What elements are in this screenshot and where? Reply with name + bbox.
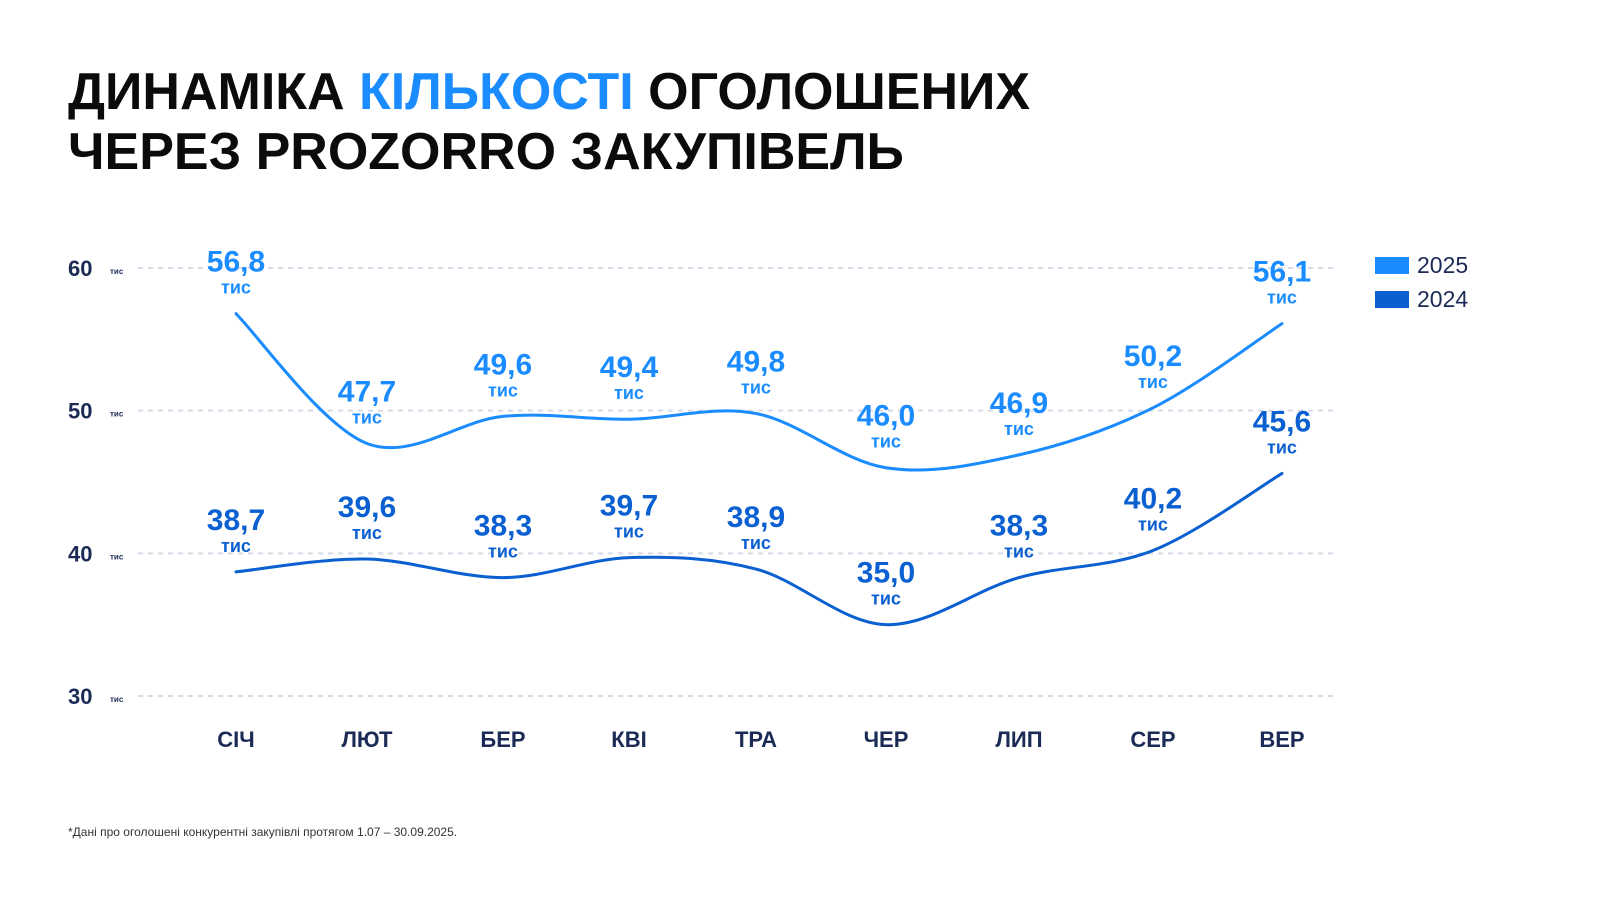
legend-item-2025: 2025 bbox=[1375, 248, 1468, 282]
legend-swatch-2025 bbox=[1375, 256, 1409, 274]
data-label-unit-2024: тис bbox=[614, 522, 644, 542]
legend-label-2025: 2025 bbox=[1417, 251, 1469, 278]
title-part1: ДИНАМІКА bbox=[68, 63, 360, 121]
chart-title: ДИНАМІКА КІЛЬКОСТІ ОГОЛОШЕНИХ ЧЕРЕЗ PROZ… bbox=[68, 62, 1030, 182]
footnote: *Дані про оголошені конкурентні закупівл… bbox=[68, 825, 458, 839]
data-label-2024: 38,7 bbox=[207, 504, 265, 537]
data-label-unit-2025: тис bbox=[488, 380, 518, 400]
data-label-2025: 50,2 bbox=[1124, 340, 1182, 373]
x-tick-label: ВЕР bbox=[1259, 727, 1304, 752]
data-label-2024: 40,2 bbox=[1124, 482, 1182, 515]
data-label-unit-2024: тис bbox=[221, 536, 251, 556]
y-tick-label-30: 30 bbox=[68, 684, 92, 709]
data-label-unit-2024: тис bbox=[352, 523, 382, 543]
data-label-2025: 46,9 bbox=[990, 387, 1048, 420]
x-tick-label: ЧЕР bbox=[864, 727, 909, 752]
data-label-unit-2025: тис bbox=[1138, 372, 1168, 392]
legend-label-2024: 2024 bbox=[1417, 285, 1469, 312]
y-tick-unit-60: тис bbox=[110, 267, 124, 276]
x-tick-label: ЛИП bbox=[995, 727, 1042, 752]
data-label-2024: 39,6 bbox=[338, 491, 396, 524]
y-tick-label-50: 50 bbox=[68, 399, 92, 424]
title-highlight: КІЛЬКОСТІ bbox=[359, 63, 634, 121]
data-label-2024: 35,0 bbox=[857, 557, 915, 590]
x-tick-label: БЕР bbox=[480, 727, 525, 752]
y-tick-unit-40: тис bbox=[110, 552, 124, 561]
data-label-2024: 38,9 bbox=[727, 501, 785, 534]
data-label-2024: 38,3 bbox=[474, 510, 532, 543]
data-label-unit-2024: тис bbox=[1267, 437, 1297, 457]
title-line2: ЧЕРЕЗ PROZORRO ЗАКУПІВЕЛЬ bbox=[68, 123, 904, 181]
data-label-unit-2025: тис bbox=[1004, 419, 1034, 439]
data-label-unit-2024: тис bbox=[1004, 542, 1034, 562]
data-label-unit-2024: тис bbox=[488, 542, 518, 562]
data-label-unit-2025: тис bbox=[741, 378, 771, 398]
y-tick-label-60: 60 bbox=[68, 256, 92, 281]
data-label-2025: 49,8 bbox=[727, 346, 785, 379]
data-label-2025: 49,4 bbox=[600, 351, 659, 384]
data-label-2025: 56,8 bbox=[207, 246, 265, 279]
data-label-2024: 38,3 bbox=[990, 510, 1048, 543]
data-label-2024: 45,6 bbox=[1253, 405, 1311, 438]
x-tick-label: ТРА bbox=[735, 727, 777, 752]
data-label-unit-2025: тис bbox=[871, 432, 901, 452]
series-line-2024 bbox=[234, 471, 1284, 627]
x-tick-label: СЕР bbox=[1130, 727, 1175, 752]
legend-item-2024: 2024 bbox=[1375, 282, 1468, 316]
data-label-2025: 46,0 bbox=[857, 400, 915, 433]
title-part2: ОГОЛОШЕНИХ bbox=[633, 63, 1031, 121]
data-label-unit-2024: тис bbox=[871, 589, 901, 609]
data-label-unit-2025: тис bbox=[614, 383, 644, 403]
data-label-2025: 56,1 bbox=[1253, 256, 1311, 289]
y-tick-label-40: 40 bbox=[68, 541, 92, 566]
x-tick-label: КВІ bbox=[611, 727, 646, 752]
y-tick-unit-50: тис bbox=[110, 410, 124, 419]
data-label-2025: 47,7 bbox=[338, 375, 396, 408]
data-label-unit-2024: тис bbox=[741, 533, 771, 553]
legend: 2025 2024 bbox=[1375, 248, 1468, 316]
x-tick-label: СІЧ bbox=[217, 727, 254, 752]
data-label-2025: 49,6 bbox=[474, 348, 532, 381]
data-label-2024: 39,7 bbox=[600, 490, 658, 523]
x-tick-label: ЛЮТ bbox=[341, 727, 393, 752]
y-tick-unit-30: тис bbox=[110, 695, 124, 704]
data-label-unit-2024: тис bbox=[1138, 514, 1168, 534]
legend-swatch-2024 bbox=[1375, 290, 1409, 308]
series-line-2025 bbox=[234, 312, 1284, 472]
data-label-unit-2025: тис bbox=[352, 407, 382, 427]
data-label-unit-2025: тис bbox=[1267, 288, 1297, 308]
data-label-unit-2025: тис bbox=[221, 278, 251, 298]
